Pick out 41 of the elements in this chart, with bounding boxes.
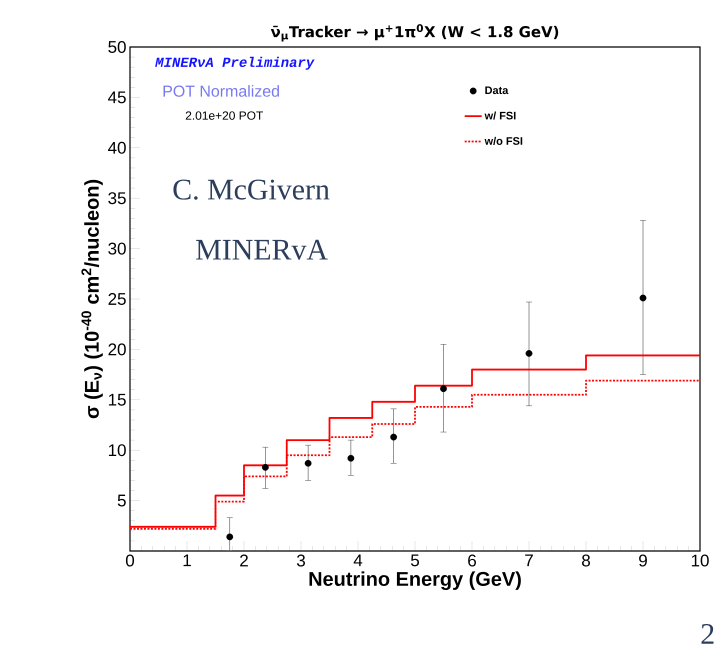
y-tick-label: 50 (108, 40, 126, 53)
annotation: 2.01e+20 POT (186, 111, 264, 120)
y-tick-label: 20 (108, 343, 126, 356)
point (640, 294, 646, 302)
annotation: C. McGivern (173, 180, 330, 200)
annotation: MINERνA Preliminary (155, 56, 315, 70)
x-tick-label: 9 (639, 554, 647, 567)
y-tick-label: 25 (108, 293, 126, 305)
point (390, 434, 398, 440)
y-tick-label: 10 (108, 444, 126, 456)
x-tick-label: 8 (582, 554, 590, 567)
point (526, 350, 532, 357)
x-tick-label: 1 (184, 554, 191, 566)
x-tick-label: 0 (126, 554, 134, 567)
x-tick-label: 7 (525, 554, 533, 566)
point (226, 534, 234, 540)
x-tick-label: 2 (240, 554, 248, 566)
point (262, 464, 269, 471)
legend-label: w/o FSI (484, 136, 522, 145)
point (440, 385, 447, 392)
annotation: POT Normalized (164, 85, 279, 97)
y-tick-label: 35 (108, 192, 126, 204)
text: 2 (702, 624, 714, 644)
annotation: MINERvA (196, 240, 328, 260)
point (347, 454, 354, 462)
x-tick-label: 6 (468, 554, 476, 567)
y-tick-label: 15 (108, 394, 126, 406)
chart-title: ν̄$_{μ}$Tracker → μ$^{+}$1π$^{0}$X (W < 1.8 GeV) (270, 24, 558, 42)
y-tick-label: 5 (118, 494, 126, 507)
y-axis-title: σ (E$_{ν}$) (10$^{-40}$ cm$^{2}$/nucleon) (81, 180, 103, 418)
y-tick-label: 40 (108, 142, 126, 154)
legend-label: Data (485, 86, 508, 94)
x-tick-label: 5 (410, 554, 419, 566)
legend-label: w/ FSI (484, 111, 516, 120)
x-tick-label: 3 (296, 554, 305, 567)
y-tick-label: 30 (108, 242, 126, 255)
point (304, 460, 312, 467)
y-tick-label: 45 (108, 91, 126, 104)
x-tick-label: 4 (354, 554, 362, 566)
x-axis-title: Neutrino Energy (GeV) (309, 571, 521, 590)
x-tick-label: 10 (692, 554, 709, 567)
